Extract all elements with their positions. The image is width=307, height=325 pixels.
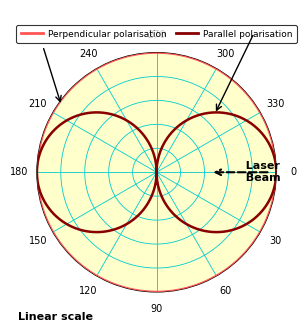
Text: Laser
  Beam: Laser Beam [238,162,281,183]
Polygon shape [37,53,276,292]
Text: Linear scale: Linear scale [18,312,93,322]
Legend: Perpendicular polarisation, Parallel polarisation: Perpendicular polarisation, Parallel pol… [16,25,297,43]
